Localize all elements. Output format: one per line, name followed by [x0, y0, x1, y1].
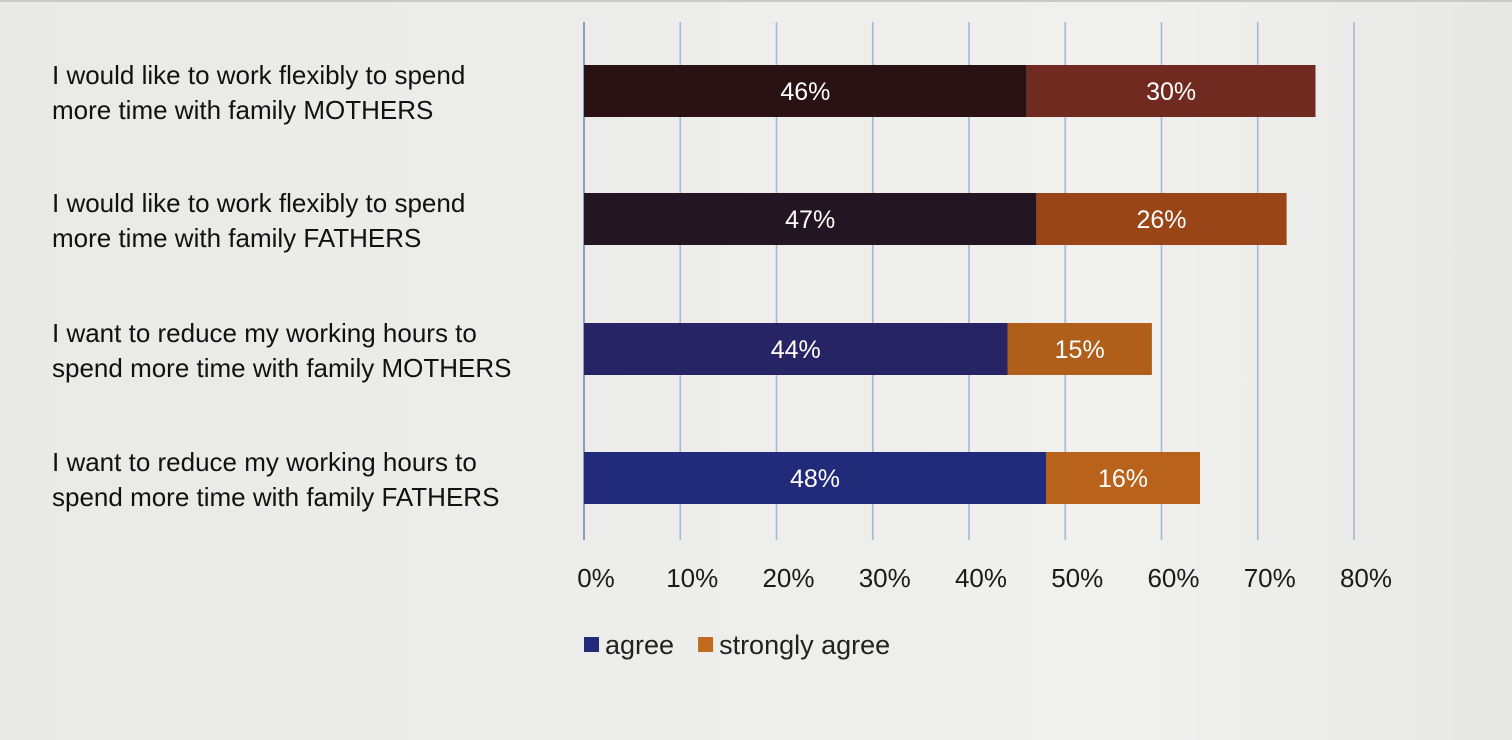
- legend-swatch-agree: [584, 637, 599, 652]
- strongly-agree-bar: [1007, 323, 1152, 375]
- strongly-agree-value-label: 16%: [1098, 465, 1148, 493]
- category-label-line: more time with family MOTHERS: [52, 95, 433, 125]
- category-label: I want to reduce my working hours to spen…: [52, 318, 511, 383]
- legend-label-agree: agree: [605, 630, 674, 660]
- strongly-agree-bar: [1026, 65, 1316, 117]
- agree-value-label: 46%: [780, 78, 830, 106]
- category-label: I would like to work flexibly to spend mo…: [52, 60, 465, 125]
- x-tick-label: 60%: [1147, 563, 1199, 593]
- legend-label-strongly-agree: strongly agree: [719, 630, 890, 660]
- category-label: I would like to work flexibly to spend mo…: [52, 188, 465, 253]
- category-labels: I would like to work flexibly to spend mo…: [52, 60, 511, 512]
- x-tick-label: 80%: [1340, 563, 1392, 593]
- x-tick-label: 0%: [577, 563, 615, 593]
- strongly-agree-bar: [1046, 452, 1200, 504]
- agree-bar: [584, 452, 1046, 504]
- category-label: I want to reduce my working hours to spen…: [52, 447, 499, 512]
- category-label-line: I want to reduce my working hours to: [52, 447, 477, 477]
- x-tick-label: 40%: [955, 563, 1007, 593]
- agree-bar: [584, 193, 1037, 245]
- category-label-line: I would like to work flexibly to spend: [52, 188, 465, 218]
- category-label-line: I would like to work flexibly to spend: [52, 60, 465, 90]
- strongly-agree-value-label: 26%: [1136, 206, 1186, 234]
- agree-bar: [584, 323, 1008, 375]
- agree-value-label: 44%: [771, 336, 821, 364]
- x-tick-label: 50%: [1051, 563, 1103, 593]
- agree-value-label: 48%: [790, 465, 840, 493]
- top-edge: [0, 0, 1512, 2]
- category-label-line: spend more time with family FATHERS: [52, 482, 499, 512]
- x-tick-label: 70%: [1244, 563, 1296, 593]
- x-tick-label: 30%: [859, 563, 911, 593]
- x-tick-label: 20%: [762, 563, 814, 593]
- strongly-agree-bar: [1036, 193, 1287, 245]
- category-label-line: more time with family FATHERS: [52, 223, 421, 253]
- legend-swatch-strongly-agree: [698, 637, 714, 652]
- legend: agree strongly agree: [584, 630, 890, 660]
- category-label-line: I want to reduce my working hours to: [52, 318, 477, 348]
- agree-bar: [584, 65, 1027, 117]
- category-label-line: spend more time with family MOTHERS: [52, 353, 511, 383]
- strongly-agree-value-label: 30%: [1146, 78, 1196, 106]
- agree-value-label: 47%: [785, 206, 835, 234]
- x-axis-ticks: 0% 10% 20% 30% 40% 50% 60% 70% 80%: [577, 563, 1392, 593]
- x-tick-label: 10%: [666, 563, 718, 593]
- bars: 46% 30% 47% 26% 44% 15% 48% 16%: [584, 65, 1316, 504]
- strongly-agree-value-label: 15%: [1055, 336, 1105, 364]
